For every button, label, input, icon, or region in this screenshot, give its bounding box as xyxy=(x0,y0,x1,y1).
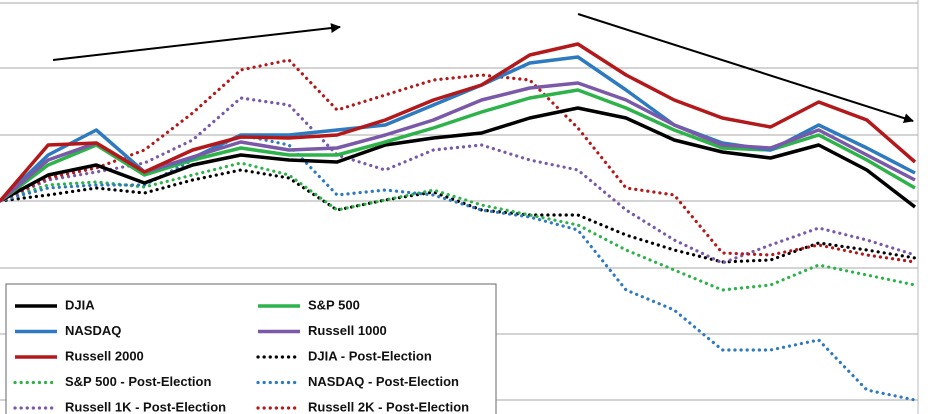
legend-label: Russell 2K - Post-Election xyxy=(308,399,469,414)
legend-label: NASDAQ - Post-Election xyxy=(308,374,459,389)
legend xyxy=(5,283,497,414)
legend-label: S&P 500 - Post-Election xyxy=(65,374,211,389)
series-line xyxy=(0,168,917,264)
legend-label: DJIA xyxy=(65,297,95,312)
series-line xyxy=(0,58,917,264)
series-line xyxy=(0,106,917,209)
trend-arrow xyxy=(52,23,341,61)
legend-label: NASDAQ xyxy=(65,323,121,338)
series-line xyxy=(0,42,917,203)
series-line xyxy=(0,81,916,203)
legend-label: S&P 500 xyxy=(308,297,360,312)
series-line xyxy=(0,133,917,402)
legend-label: Russell 1000 xyxy=(308,323,387,338)
legend-label: Russell 2000 xyxy=(65,348,144,363)
trend-arrow xyxy=(577,13,914,124)
legend-label: DJIA - Post-Election xyxy=(308,348,432,363)
legend-label: Russell 1K - Post-Election xyxy=(65,399,226,414)
series-line xyxy=(0,96,917,265)
